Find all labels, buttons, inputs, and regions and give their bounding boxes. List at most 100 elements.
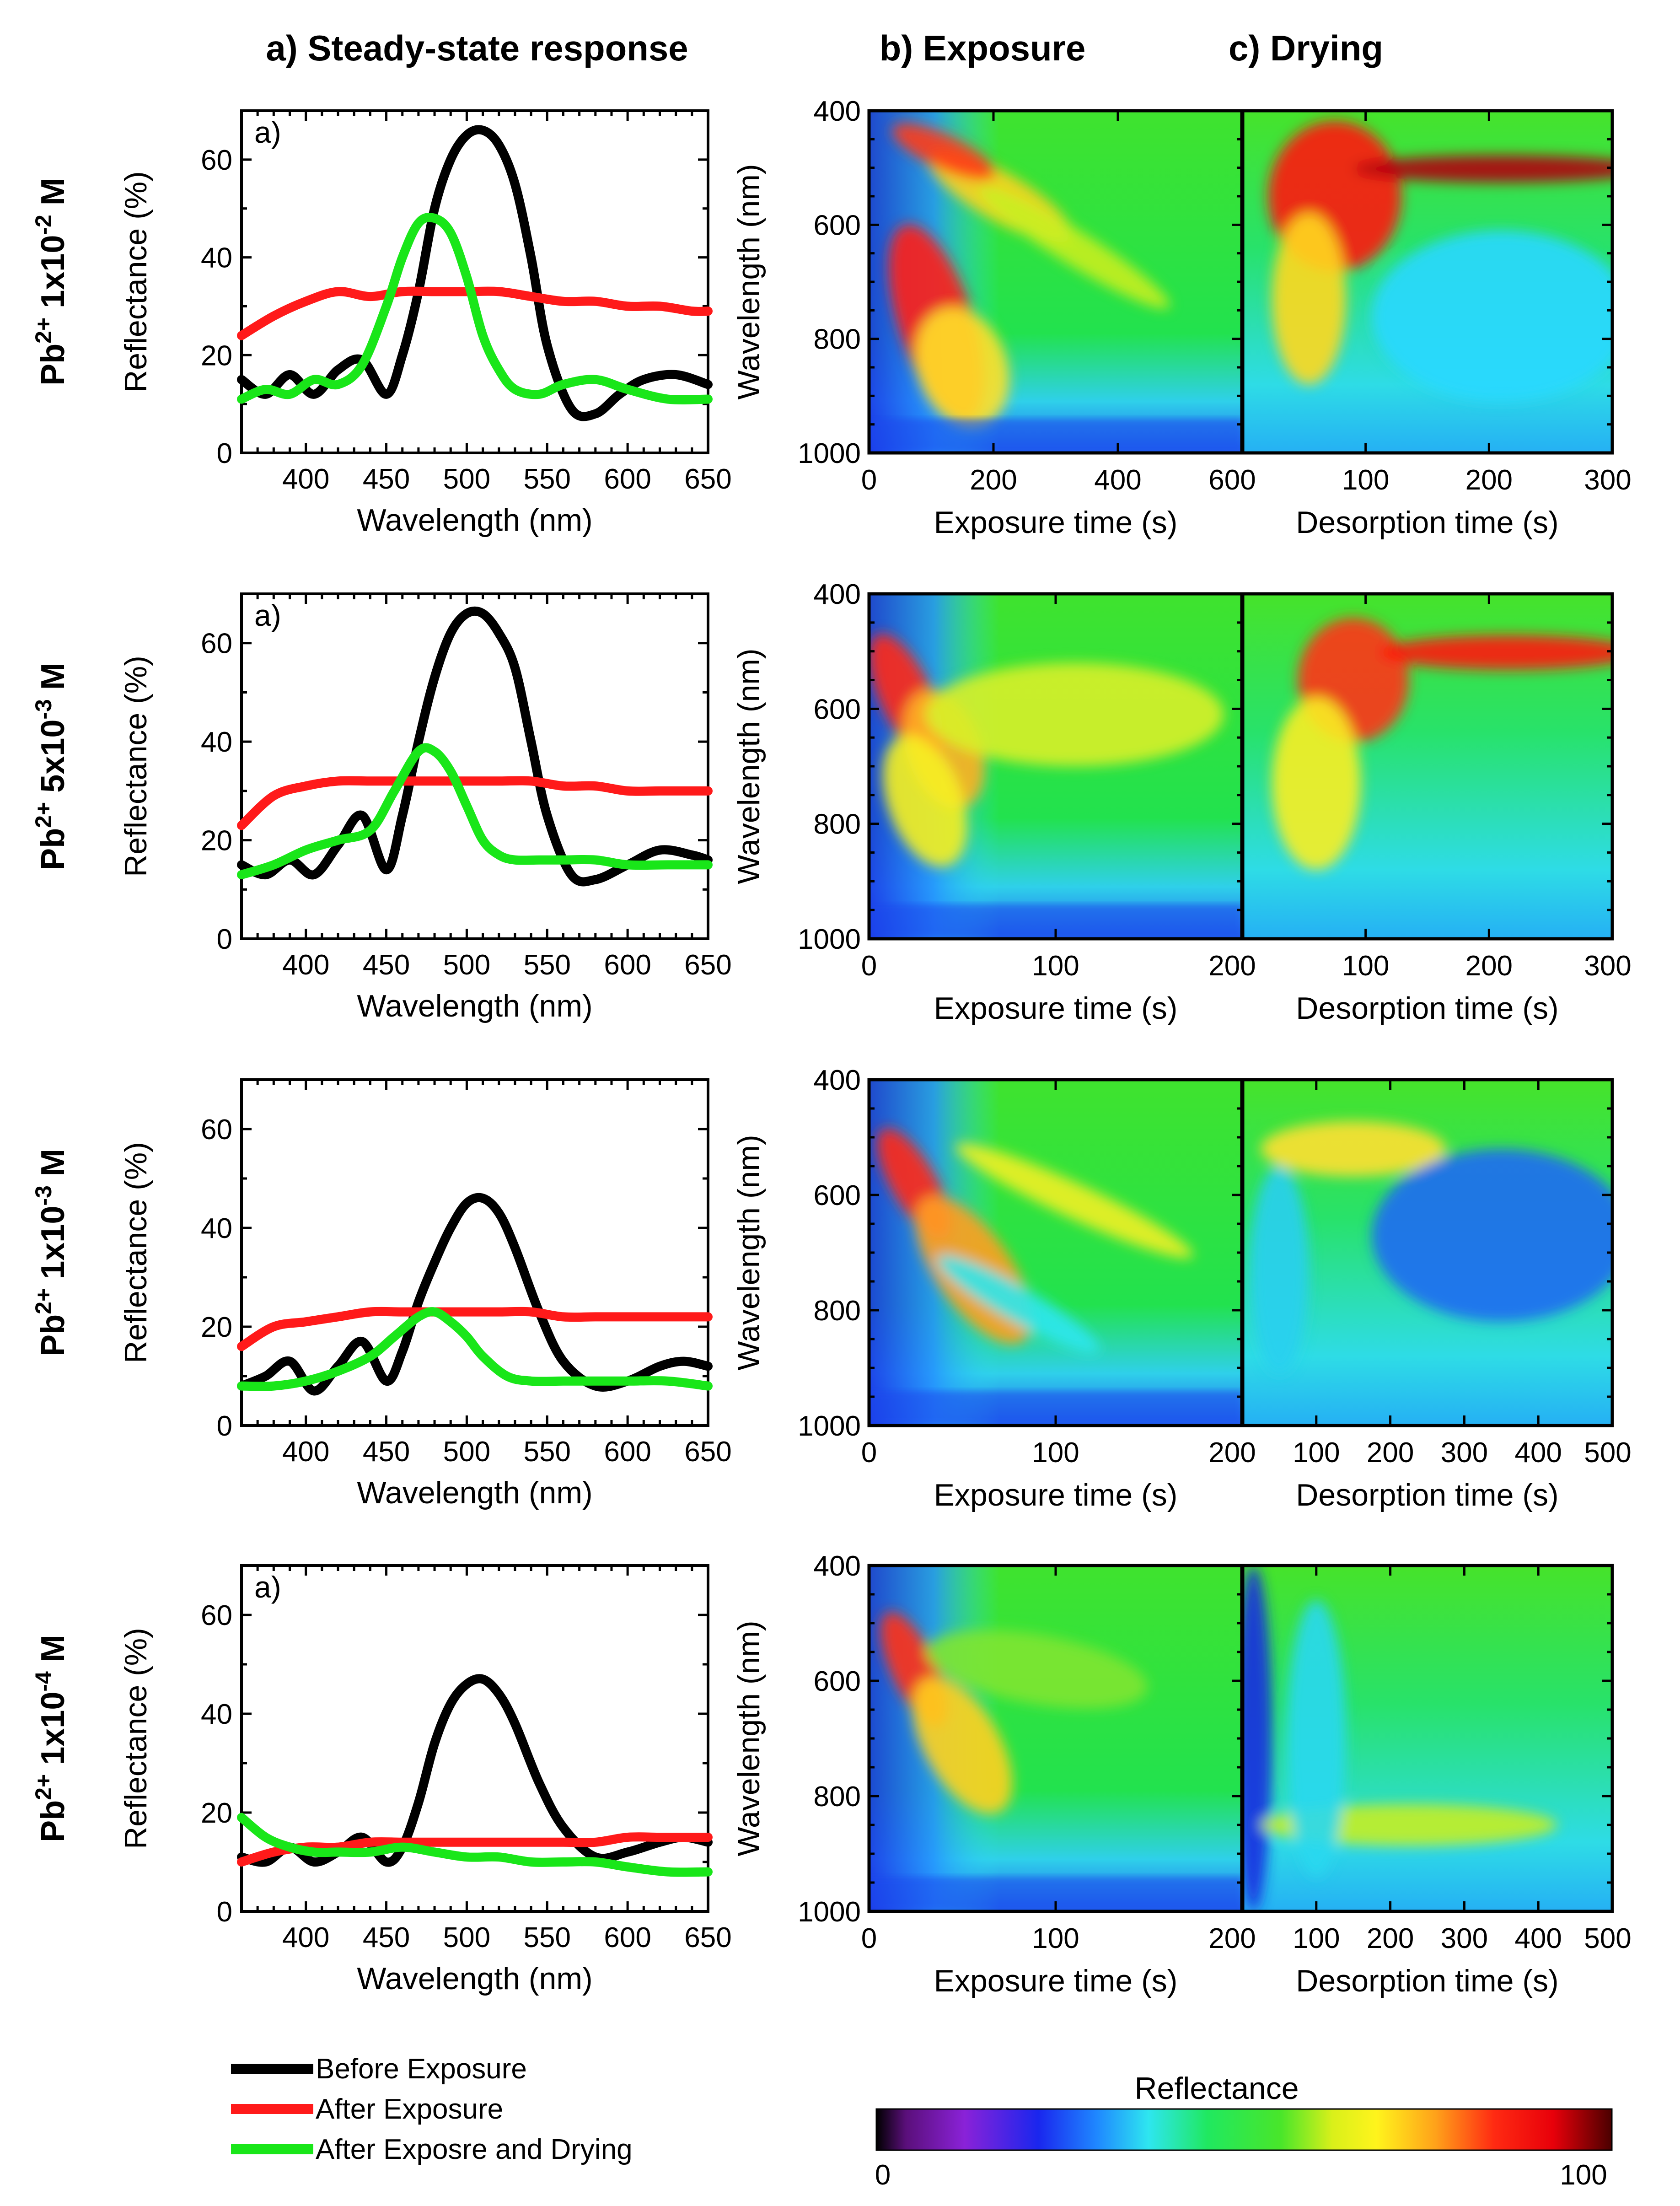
legend-after-exposure: After Exposure <box>316 2093 503 2125</box>
panel-tag: a) <box>254 1570 281 1604</box>
y-tick-label: 0 <box>217 924 232 955</box>
row-label-base: Pb <box>35 344 71 386</box>
x-axis-label: Wavelength (nm) <box>357 1961 592 1996</box>
x-tick-label: 100 <box>1342 464 1389 496</box>
heatmap-blob <box>1250 1166 1309 1374</box>
line-plot: 400 450 500 550 600 650 0 20 40 60 Wavelength (nm)… <box>118 109 732 538</box>
x-tick-label: 0 <box>861 464 877 496</box>
y-tick-label: 60 <box>201 628 232 660</box>
y-tick-label: 1000 <box>798 1896 861 1928</box>
heatmap-blobs <box>880 1612 1148 1814</box>
x-axis-label: Wavelength (nm) <box>357 1475 592 1510</box>
row-label-sup: -3 <box>31 699 56 719</box>
line-plot: 400 450 500 550 600 650 0 20 40 60 Wavelength (nm)… <box>118 592 732 1023</box>
y-axis-label: Wavelength (nm) <box>731 164 766 399</box>
heatmap-blob <box>1272 213 1346 385</box>
row-label-sup: 2+ <box>31 1288 56 1314</box>
heatmap-blob <box>912 1677 1013 1814</box>
colorbar-gradient <box>875 2108 1613 2151</box>
heatmap-drying <box>1242 111 1612 453</box>
heatmap-blobs <box>869 634 1224 867</box>
x-tick-label: 0 <box>861 1437 877 1469</box>
heatmap-blob <box>882 734 967 867</box>
heatmap-blob <box>1261 1121 1446 1177</box>
heatmap-blob <box>925 662 1224 766</box>
y-tick-label: 20 <box>201 825 232 857</box>
heatmap-blob <box>955 1143 1193 1259</box>
row-label-unit: M <box>35 178 71 215</box>
heatmap-blob <box>1372 230 1612 402</box>
y-tick-label: 0 <box>217 438 232 469</box>
x-tick-label: 500 <box>1584 1437 1631 1469</box>
row-label: Pb2+ 1x10-4 M <box>31 1635 71 1842</box>
header-steady: a) Steady-state response <box>266 28 688 68</box>
y-axis-label: Wavelength (nm) <box>731 648 766 884</box>
y-tick-label: 800 <box>814 1781 861 1813</box>
y-tick-label: 800 <box>814 324 861 355</box>
x-tick-label: 300 <box>1441 1923 1488 1954</box>
x-tick-label: 550 <box>524 1436 571 1468</box>
x-tick-label: 450 <box>363 1436 410 1468</box>
x-tick-label: 650 <box>684 1922 731 1953</box>
x-tick-label: 550 <box>524 1922 571 1953</box>
x-tick-label: 500 <box>443 463 490 495</box>
x-tick-label: 650 <box>684 463 731 495</box>
x-tick-label: 100 <box>1293 1437 1340 1469</box>
y-tick-label: 400 <box>814 96 861 127</box>
y-tick-label: 0 <box>217 1410 232 1442</box>
x-tick-label: 400 <box>1094 464 1141 496</box>
x-tick-label: 200 <box>1465 950 1513 982</box>
x-tick-label: 300 <box>1441 1437 1488 1469</box>
y-tick-label: 600 <box>814 694 861 725</box>
series-line-after_exposure <box>237 1832 713 1867</box>
x-tick-label: 200 <box>1208 1437 1256 1469</box>
row-label-mid: 1x10 <box>35 1206 71 1288</box>
series-line-before <box>237 606 713 887</box>
y-tick-label: 40 <box>201 242 232 274</box>
heatmap-blobs <box>1272 618 1612 870</box>
x-axis-label: Wavelength (nm) <box>357 503 592 538</box>
x-tick-label: 300 <box>1584 950 1631 982</box>
row-label-sup: 2+ <box>31 317 56 344</box>
x-axis-label-exposure: Exposure time (s) <box>934 1478 1178 1512</box>
heatmap-blob <box>892 123 995 180</box>
y-axis-label: Reflectance (%) <box>118 656 153 877</box>
series-line-after_drying <box>237 213 713 405</box>
y-axis-label: Reflectance (%) <box>118 1142 153 1363</box>
x-tick-label: 400 <box>282 463 329 495</box>
y-tick-label: 400 <box>814 579 861 610</box>
row-label-sup: -4 <box>31 1671 56 1692</box>
x-tick-label: 600 <box>604 949 651 981</box>
legend-before: Before Exposure <box>316 2053 527 2085</box>
series-line-after_exposure <box>237 1307 713 1351</box>
row-label-sup: 2+ <box>31 802 56 828</box>
colorbar-max: 100 <box>1560 2159 1607 2191</box>
heatmap-blob <box>926 1630 1148 1709</box>
y-tick-label: 800 <box>814 809 861 840</box>
line-plot: 400 450 500 550 600 650 0 20 40 60 Wavelength (nm)… <box>118 1078 732 1510</box>
y-tick-label: 40 <box>201 1213 232 1244</box>
x-tick-label: 0 <box>861 1923 877 1954</box>
y-tick-label: 1000 <box>798 438 861 469</box>
heatmap-row: 400 600 800 1000 Wavelength (nm) 0 100 200 Expos… <box>731 579 1632 1026</box>
x-tick-label: 650 <box>684 1436 731 1468</box>
heatmap-blob <box>1272 697 1361 870</box>
x-tick-label: 100 <box>1032 1437 1079 1469</box>
y-axis-label: Reflectance (%) <box>118 171 153 393</box>
y-tick-label: 20 <box>201 1797 232 1829</box>
colorbar-min: 0 <box>875 2159 891 2191</box>
heatmap-exposure <box>869 1566 1242 1911</box>
y-axis-label: Wavelength (nm) <box>731 1620 766 1856</box>
plot-frame <box>240 109 709 454</box>
panel-tag: a) <box>254 598 281 632</box>
heatmap-exposure <box>869 111 1242 453</box>
x-tick-label: 200 <box>1208 1923 1256 1954</box>
series-line-after_exposure <box>237 776 713 830</box>
row-label-mid: 1x10 <box>35 1692 71 1774</box>
x-tick-label: 200 <box>1367 1437 1414 1469</box>
y-tick-label: 60 <box>201 1114 232 1146</box>
x-tick-label: 500 <box>1584 1923 1631 1954</box>
